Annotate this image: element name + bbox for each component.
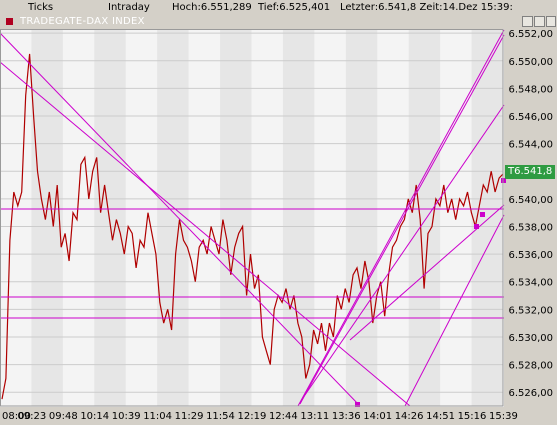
x-tick-label: 10:14 xyxy=(80,411,109,422)
grid-band xyxy=(282,29,315,406)
x-tick-label: 08:00 xyxy=(2,411,31,422)
x-tick-label: 14:26 xyxy=(395,411,424,422)
price-line xyxy=(1,53,504,400)
x-tick-label: 15:16 xyxy=(458,411,487,422)
y-tick-label: 6.548,00 xyxy=(508,84,553,95)
y-tick-label: 6.550,00 xyxy=(508,57,553,68)
x-tick-label: 12:19 xyxy=(238,411,267,422)
x-tick-label: 11:04 xyxy=(143,411,172,422)
grid-band xyxy=(31,29,63,406)
y-tick-label: 6.538,00 xyxy=(508,222,553,233)
trend-anchor-marker xyxy=(355,402,360,407)
close-icon[interactable] xyxy=(546,16,556,27)
grid-band xyxy=(94,29,126,406)
chart-window-titlebar: TRADEGATE-DAX INDEX xyxy=(0,15,557,29)
grid-band xyxy=(220,29,252,406)
trend-anchor-marker xyxy=(480,212,485,217)
trend-line xyxy=(297,29,505,407)
y-tick-label: 6.552,00 xyxy=(508,29,553,40)
grid-band xyxy=(157,29,189,406)
ticks-label[interactable]: Ticks xyxy=(28,2,54,13)
trend-line xyxy=(304,104,505,396)
quote-toolbar: Ticks Intraday Hoch:6.551,289 Tief:6.525… xyxy=(0,0,557,16)
y-axis xyxy=(504,29,557,407)
x-tick-label: 09:23 xyxy=(17,411,46,422)
trend-line xyxy=(0,61,411,407)
trend-line xyxy=(404,214,505,407)
x-tick-label: 12:44 xyxy=(269,411,298,422)
window-icon xyxy=(6,18,13,25)
chart-title: TRADEGATE-DAX INDEX xyxy=(20,16,145,27)
y-tick-label: 6.544,00 xyxy=(508,140,553,151)
low-value: Tief:6.525,401 xyxy=(258,2,331,13)
x-tick-label: 10:39 xyxy=(112,411,141,422)
x-axis xyxy=(0,407,557,425)
plot-border xyxy=(0,29,504,407)
y-tick-label: 6.532,00 xyxy=(508,305,553,316)
x-tick-label: 14:51 xyxy=(426,411,455,422)
trend-line xyxy=(299,34,505,405)
minimize-icon[interactable] xyxy=(522,16,533,27)
y-tick-label: 6.528,00 xyxy=(508,361,553,372)
high-value: Hoch:6.551,289 xyxy=(172,2,252,13)
y-tick-label: 6.546,00 xyxy=(508,112,553,123)
grid-band xyxy=(408,29,441,406)
last-price-marker: T6.541,8 xyxy=(505,165,555,179)
y-tick-label: 6.536,00 xyxy=(508,250,553,261)
y-tick-label: 6.526,00 xyxy=(508,388,553,399)
trend-line xyxy=(0,32,361,407)
y-tick-label: 6.534,00 xyxy=(508,278,553,289)
x-tick-label: 14:01 xyxy=(363,411,392,422)
y-tick-label: 6.530,00 xyxy=(508,333,553,344)
grid-band xyxy=(345,29,378,406)
y-tick-label: 6.540,00 xyxy=(508,195,553,206)
x-tick-label: 13:36 xyxy=(332,411,361,422)
last-value: Letzter:6.541,8 Zeit:14.Dez 15:39: xyxy=(340,2,513,13)
x-tick-label: 11:29 xyxy=(175,411,204,422)
x-tick-label: 15:39 xyxy=(489,411,518,422)
trend-anchor-marker xyxy=(474,224,479,229)
intraday-label[interactable]: Intraday xyxy=(108,2,150,13)
maximize-icon[interactable] xyxy=(534,16,545,27)
x-tick-label: 13:11 xyxy=(300,411,329,422)
x-tick-label: 09:48 xyxy=(49,411,78,422)
x-tick-label: 11:54 xyxy=(206,411,235,422)
